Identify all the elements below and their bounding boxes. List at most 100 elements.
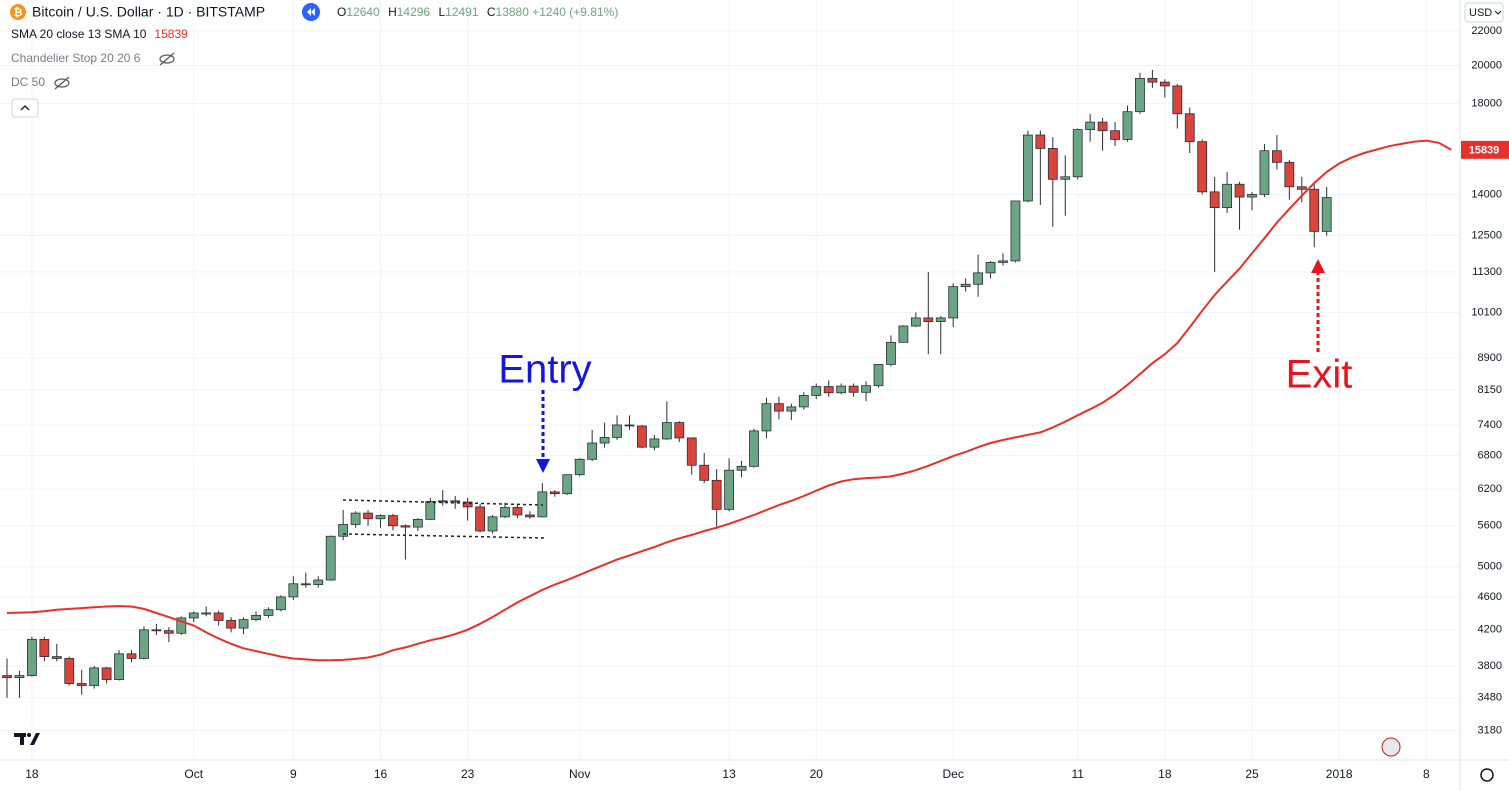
hidden-eye-icon[interactable] bbox=[54, 52, 175, 90]
x-tick-label: 9 bbox=[290, 767, 297, 781]
x-tick-label: 8 bbox=[1423, 767, 1430, 781]
candle-body bbox=[300, 583, 311, 586]
x-tick-label: Nov bbox=[569, 767, 590, 781]
currency-label: USD bbox=[1469, 7, 1492, 19]
currency-button[interactable] bbox=[1464, 2, 1504, 23]
y-tick-label: 18000 bbox=[1471, 97, 1502, 109]
candle-body bbox=[736, 465, 747, 471]
y-tick-label: 7400 bbox=[1478, 419, 1502, 431]
candle-body bbox=[724, 469, 734, 510]
candle-body bbox=[886, 341, 896, 365]
btc-icon bbox=[10, 4, 26, 20]
candle-body bbox=[948, 286, 959, 319]
candle-body bbox=[761, 403, 772, 432]
y-tick-label: 5600 bbox=[1478, 520, 1502, 532]
candle-body bbox=[213, 612, 224, 621]
candle-body bbox=[375, 515, 386, 520]
candle-body bbox=[226, 620, 237, 629]
sma-legend: SMA 20 close 13 SMA 10 15839 bbox=[11, 27, 188, 41]
x-tick-label: 18 bbox=[25, 767, 39, 781]
candle-body bbox=[910, 317, 921, 327]
candle-body bbox=[412, 518, 423, 528]
y-tick-label: 10100 bbox=[1471, 306, 1502, 318]
candle-body bbox=[325, 535, 336, 581]
candle-body bbox=[848, 385, 859, 393]
candle-body bbox=[350, 512, 361, 525]
candle-body bbox=[661, 422, 672, 440]
candle-body bbox=[26, 638, 37, 677]
collapse-button[interactable] bbox=[11, 98, 39, 118]
entry-arrow-head bbox=[536, 459, 550, 473]
x-tick-label: 2018 bbox=[1326, 767, 1353, 781]
replay-icon bbox=[311, 8, 315, 16]
candle-body bbox=[126, 653, 137, 659]
currency-caret bbox=[1494, 10, 1502, 15]
high-value: 14296 bbox=[397, 5, 431, 19]
x-tick-label: 25 bbox=[1245, 767, 1259, 781]
candle-body bbox=[998, 260, 1008, 263]
grid bbox=[0, 0, 1460, 760]
candle-body bbox=[1321, 197, 1332, 232]
candle-body bbox=[238, 619, 249, 629]
y-tick-label: 8150 bbox=[1478, 384, 1502, 396]
candle-body bbox=[1272, 150, 1282, 163]
settings-icon[interactable] bbox=[1480, 768, 1494, 782]
x-tick-label: 11 bbox=[1071, 767, 1084, 781]
flag-icon[interactable] bbox=[1381, 737, 1401, 757]
candle-body bbox=[388, 515, 398, 527]
candle-body bbox=[1085, 121, 1096, 130]
candle-body bbox=[151, 629, 162, 632]
tv-logo bbox=[14, 733, 40, 745]
candle-body bbox=[1209, 191, 1220, 208]
candle-body bbox=[1159, 81, 1170, 87]
ohlc-label: L bbox=[438, 5, 445, 19]
y-tick-label: 12500 bbox=[1471, 229, 1502, 241]
candle-body bbox=[1047, 148, 1058, 180]
y-tick-label: 3800 bbox=[1478, 660, 1502, 672]
axes: 22000 20000 18000 14000 12500 11300 10100 8900 8… bbox=[25, 25, 1509, 781]
open-value: 12640 bbox=[346, 5, 380, 19]
candle-body bbox=[786, 406, 797, 412]
indicator-legend: DC 50 bbox=[11, 75, 45, 89]
candle-body bbox=[89, 667, 100, 686]
candle-body bbox=[462, 501, 473, 508]
candle-body bbox=[798, 395, 809, 408]
y-tick-label: 5000 bbox=[1478, 561, 1502, 573]
sma-value: 15839 bbox=[154, 27, 188, 41]
candle-body bbox=[985, 262, 996, 274]
plot bbox=[2, 70, 1452, 698]
candle-body bbox=[400, 525, 411, 528]
candle-body bbox=[711, 479, 722, 510]
collapse-icon bbox=[20, 105, 30, 111]
candle-body bbox=[525, 514, 535, 518]
candle-body bbox=[1010, 200, 1021, 262]
candle-body bbox=[1259, 150, 1270, 195]
candle-body bbox=[549, 491, 560, 495]
candle-body bbox=[923, 317, 934, 322]
candle-body bbox=[487, 516, 498, 532]
candle-body bbox=[1060, 176, 1071, 180]
candle-body bbox=[699, 464, 710, 481]
y-tick-label: 6800 bbox=[1478, 449, 1502, 461]
candle-body bbox=[251, 615, 261, 621]
y-tick-label: 22000 bbox=[1471, 25, 1502, 37]
x-tick-label: 20 bbox=[810, 767, 824, 781]
candle-body bbox=[313, 579, 324, 585]
candle-body bbox=[188, 612, 199, 619]
candle-body bbox=[64, 658, 75, 684]
candle-body bbox=[1035, 134, 1046, 149]
candle-body bbox=[475, 506, 486, 532]
candle-body bbox=[500, 507, 510, 518]
candle-body bbox=[861, 385, 871, 393]
symbol-title: Bitcoin / U.S. Dollar · 1D · BITSTAMP bbox=[32, 4, 265, 20]
candle-body bbox=[51, 656, 62, 659]
y-tick-label: 14000 bbox=[1471, 188, 1502, 200]
replay-icon bbox=[307, 8, 311, 16]
candle-body bbox=[649, 438, 660, 448]
btc-symbol: ₿ bbox=[14, 7, 23, 19]
candle-body bbox=[1072, 129, 1083, 178]
y-tick-label: 20000 bbox=[1471, 59, 1502, 71]
candle-body bbox=[201, 612, 212, 615]
candle-body bbox=[587, 442, 598, 460]
